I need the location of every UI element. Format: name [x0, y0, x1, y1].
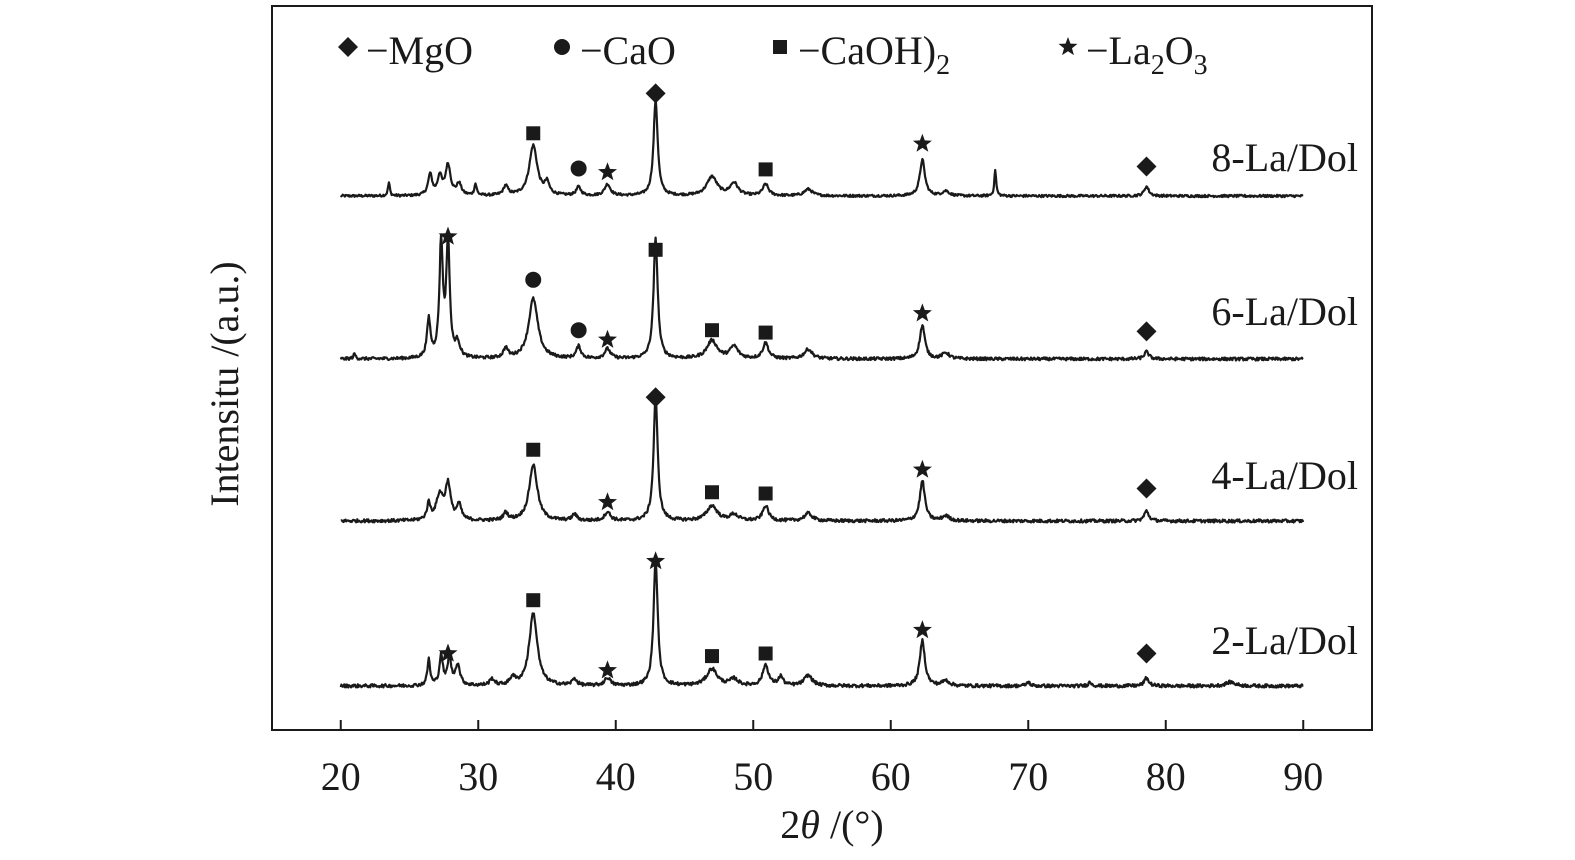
diamond-marker — [1136, 321, 1157, 342]
star-marker — [646, 551, 666, 570]
circle-marker — [525, 271, 542, 288]
series-2-La/Dol: 2-La/Dol — [339, 551, 1358, 689]
diamond-marker — [1136, 643, 1157, 664]
x-tick-label: 60 — [871, 754, 911, 799]
x-axis-tick-labels: 20 30 40 50 60 70 80 90 — [321, 754, 1324, 799]
series-layer: 8-La/Dol 6-La/Dol 4-La/Dol 2-La/Dol — [339, 83, 1358, 689]
legend-item-MgO: −MgO — [338, 28, 473, 73]
x-tick-label: 30 — [458, 754, 498, 799]
legend-item-CaO: −CaO — [554, 28, 676, 73]
legend-star-marker — [1058, 37, 1078, 56]
legend-diamond-marker — [338, 37, 358, 57]
series-label: 4-La/Dol — [1211, 453, 1358, 498]
series-line — [339, 98, 1304, 199]
x-axis-title-symbol: θ — [800, 802, 820, 847]
series-6-La/Dol: 6-La/Dol — [339, 226, 1358, 362]
star-marker — [912, 303, 932, 322]
x-axis-title-prefix: 2 — [780, 802, 800, 847]
legend-label: −CaOH)2 — [798, 28, 950, 81]
series-label: 6-La/Dol — [1211, 289, 1358, 334]
square-marker — [758, 325, 773, 340]
square-marker — [705, 485, 719, 500]
series-label: 2-La/Dol — [1211, 618, 1358, 663]
star-marker — [912, 620, 932, 639]
diamond-marker — [1136, 478, 1157, 499]
legend-label: −La2O3 — [1086, 28, 1208, 81]
legend-label: −CaO — [580, 28, 676, 73]
star-marker — [912, 133, 932, 152]
legend-item-La: −La2O3 — [1058, 28, 1208, 81]
square-marker — [526, 126, 541, 141]
star-marker — [598, 329, 617, 348]
series-line — [339, 557, 1304, 689]
square-marker — [758, 486, 773, 501]
diamond-marker — [645, 83, 666, 104]
series-line — [339, 231, 1304, 362]
plot-frame — [271, 5, 1373, 731]
x-tick-label: 50 — [733, 754, 773, 799]
star-marker — [598, 162, 617, 181]
y-axis-title: Intensitu /(a.u.) — [202, 261, 247, 507]
star-marker — [598, 492, 617, 511]
diamond-marker — [645, 387, 666, 408]
x-tick-label: 70 — [1008, 754, 1048, 799]
star-marker — [912, 459, 932, 478]
square-marker — [758, 646, 773, 661]
x-axis-ticks — [339, 720, 1305, 730]
square-marker — [526, 442, 541, 457]
x-tick-label: 20 — [321, 754, 361, 799]
legend-item-CaOH): −CaOH)2 — [773, 28, 950, 81]
x-tick-label: 40 — [596, 754, 636, 799]
series-label: 8-La/Dol — [1211, 135, 1358, 180]
legend: −MgO −CaO −CaOH)2 −La2O3 — [338, 28, 1208, 81]
legend-square-marker — [773, 40, 787, 54]
series-line — [340, 397, 1305, 524]
star-marker — [598, 660, 617, 679]
diamond-marker — [1136, 156, 1157, 177]
series-8-La/Dol: 8-La/Dol — [339, 83, 1358, 199]
square-marker — [526, 593, 541, 608]
x-axis-title: 2θ /(°) — [780, 802, 883, 847]
square-marker — [758, 162, 773, 177]
x-axis-title-unit: /(°) — [820, 802, 884, 847]
circle-marker — [570, 322, 587, 339]
x-tick-label: 90 — [1283, 754, 1323, 799]
star-marker — [438, 643, 458, 662]
circle-marker — [570, 160, 587, 177]
square-marker — [705, 323, 719, 338]
star-marker — [438, 226, 458, 245]
square-marker — [705, 649, 719, 664]
legend-label: −MgO — [366, 28, 473, 73]
legend-circle-marker — [554, 39, 570, 55]
series-4-La/Dol: 4-La/Dol — [340, 387, 1358, 524]
x-tick-label: 80 — [1146, 754, 1186, 799]
square-marker — [648, 242, 663, 257]
